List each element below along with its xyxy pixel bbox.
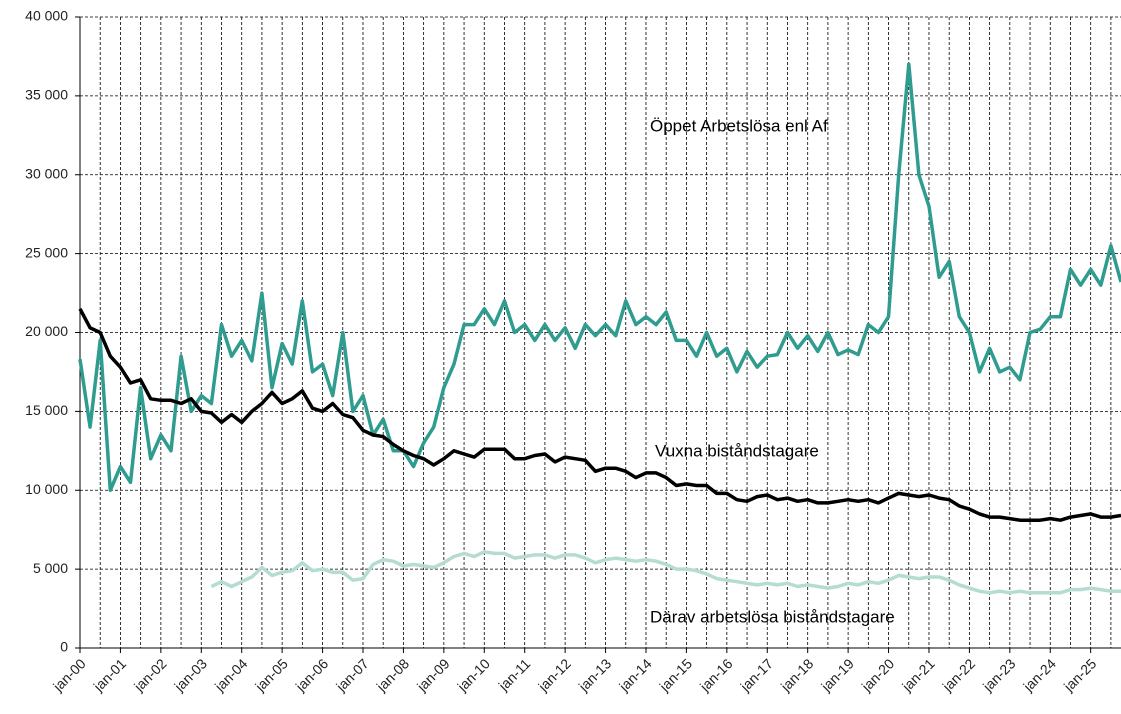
x-tick-label: jan-01 xyxy=(90,655,130,695)
y-tick-label: 0 xyxy=(60,639,68,655)
x-tick-label: jan-14 xyxy=(615,655,655,695)
x-tick-label: jan-20 xyxy=(858,655,898,695)
y-tick-label: 20 000 xyxy=(25,323,68,339)
series-label: Därav arbetslösa biståndstagare xyxy=(650,607,895,626)
x-tick-label: jan-17 xyxy=(736,655,776,695)
y-tick-label: 15 000 xyxy=(25,402,68,418)
x-tick-label: jan-12 xyxy=(534,655,574,695)
x-tick-label: jan-09 xyxy=(413,655,453,695)
x-tick-label: jan-24 xyxy=(1019,655,1059,695)
x-tick-label: jan-03 xyxy=(170,655,210,695)
series-label: Vuxna biståndstagare xyxy=(655,441,819,460)
y-tick-label: 30 000 xyxy=(25,165,68,181)
x-tick-label: jan-23 xyxy=(979,655,1019,695)
x-tick-label: jan-19 xyxy=(817,655,857,695)
x-tick-label: jan-02 xyxy=(130,655,170,695)
series-line xyxy=(210,550,1121,595)
x-tick-label: jan-22 xyxy=(939,655,979,695)
x-tick-label: jan-07 xyxy=(332,655,372,695)
x-tick-label: jan-25 xyxy=(1060,655,1100,695)
x-tick-label: jan-04 xyxy=(211,655,251,695)
series-line xyxy=(78,307,1121,522)
y-tick-label: 40 000 xyxy=(25,8,68,24)
y-tick-label: 5 000 xyxy=(33,560,68,576)
x-tick-label: jan-00 xyxy=(49,655,89,695)
y-tick-label: 10 000 xyxy=(25,481,68,497)
x-tick-label: jan-21 xyxy=(898,655,938,695)
x-tick-label: jan-10 xyxy=(453,655,493,695)
y-tick-label: 25 000 xyxy=(25,244,68,260)
x-tick-label: jan-13 xyxy=(575,655,615,695)
series-label: Öppet Arbetslösa enl Af xyxy=(650,116,828,135)
x-tick-label: jan-05 xyxy=(251,655,291,695)
x-tick-label: jan-06 xyxy=(292,655,332,695)
series-line xyxy=(78,62,1121,493)
x-tick-label: jan-08 xyxy=(373,655,413,695)
x-tick-label: jan-18 xyxy=(777,655,817,695)
y-tick-label: 35 000 xyxy=(25,87,68,103)
x-tick-label: jan-16 xyxy=(696,655,736,695)
x-tick-label: jan-11 xyxy=(495,655,534,694)
x-tick-label: jan-15 xyxy=(656,655,696,695)
